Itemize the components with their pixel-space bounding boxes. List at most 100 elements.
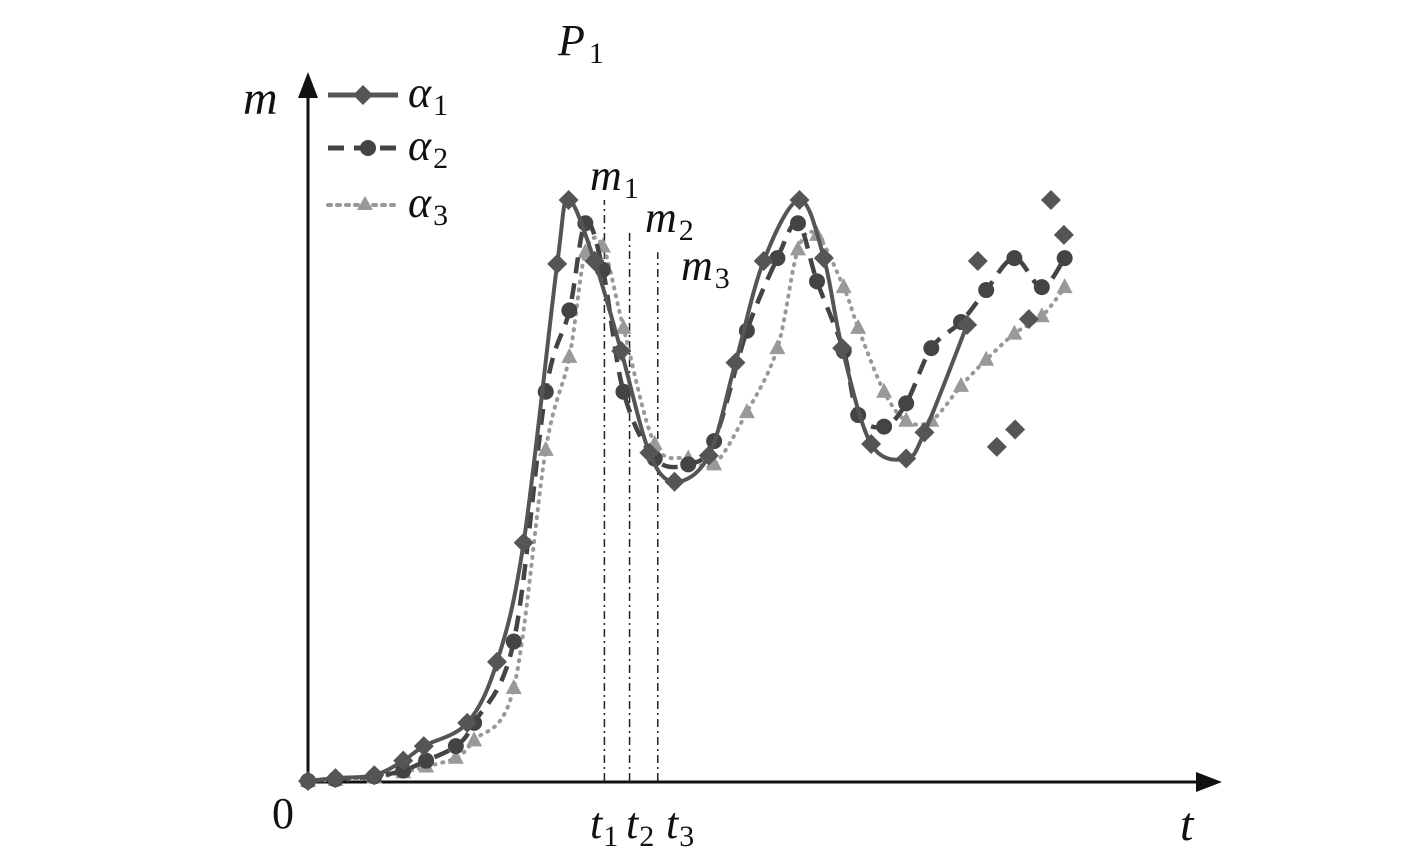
data-point-alpha2 (923, 340, 940, 357)
data-point-alpha1 (325, 768, 346, 789)
data-point-alpha1 (298, 771, 318, 791)
data-point-alpha1 (914, 422, 935, 443)
t-tick-labels: t1 t2 t3 (590, 799, 694, 853)
data-point-alpha3 (835, 278, 852, 294)
data-point-alpha1 (753, 251, 774, 272)
data-point-alpha3 (615, 318, 632, 334)
data-point-alpha2 (1033, 279, 1050, 296)
data-point-alpha2 (978, 282, 995, 299)
peak-labels: m1 m2 m3 (590, 151, 730, 295)
data-point-alpha1 (789, 190, 810, 210)
data-point-alpha1 (1040, 190, 1061, 210)
data-point-alpha2 (505, 633, 522, 650)
data-point-alpha1 (1005, 419, 1026, 440)
peak-label-m2: m2 (645, 193, 694, 247)
data-point-alpha3 (789, 240, 806, 256)
data-point-alpha1 (584, 251, 605, 272)
data-point-alpha3 (505, 679, 522, 695)
data-point-alpha1 (413, 736, 434, 757)
series-line-alpha1 (306, 198, 970, 783)
data-point-alpha1 (861, 434, 882, 455)
peak-label-m3: m3 (681, 241, 730, 295)
data-point-alpha1 (513, 532, 534, 553)
data-point-alpha1 (698, 445, 719, 466)
data-point-alpha2 (769, 250, 786, 267)
data-point-alpha2 (680, 456, 697, 473)
data-point-alpha1 (558, 190, 579, 210)
chart-title-main: P (557, 16, 585, 65)
chart-title-sub: 1 (589, 37, 604, 70)
data-point-alpha1 (967, 251, 988, 272)
data-point-alpha3 (769, 339, 786, 355)
data-point-alpha3 (898, 411, 915, 427)
origin-label: 0 (272, 789, 294, 838)
data-point-alpha3 (850, 318, 867, 334)
tick-label-t2: t2 (626, 799, 654, 853)
data-point-alpha3 (537, 440, 554, 456)
legend-item-alpha1: α1 (328, 68, 448, 122)
data-point-alpha2 (809, 273, 826, 290)
data-point-alpha3 (466, 731, 483, 747)
legend-item-alpha2: α2 (328, 121, 448, 175)
data-point-alpha2 (1056, 250, 1073, 267)
data-point-alpha3 (738, 403, 755, 419)
series-alpha1 (298, 190, 1074, 791)
data-point-alpha2 (1006, 250, 1023, 267)
data-point-alpha2 (447, 738, 464, 755)
data-point-alpha3 (978, 350, 995, 366)
legend-marker-triangle (357, 196, 373, 210)
series-alpha3 (300, 225, 1073, 787)
series-layer (298, 190, 1074, 791)
y-axis-label: m (243, 72, 278, 125)
data-point-alpha1 (832, 338, 853, 359)
data-point-alpha1 (1053, 224, 1074, 245)
data-point-alpha3 (447, 748, 464, 764)
legend-label-alpha3: α3 (408, 178, 448, 232)
tick-label-t1: t1 (590, 799, 618, 853)
data-point-alpha1 (813, 248, 834, 269)
data-point-alpha1 (986, 436, 1007, 457)
data-point-alpha1 (1018, 309, 1039, 330)
legend-label-alpha2: α2 (408, 121, 448, 175)
legend-marker-circle (360, 140, 376, 156)
x-axis-arrow (1196, 772, 1222, 792)
data-point-alpha2 (615, 383, 632, 400)
data-point-alpha2 (898, 395, 915, 412)
x-axis-label: t (1180, 798, 1195, 851)
legend-marker-diamond (353, 85, 373, 105)
data-point-alpha2 (418, 752, 435, 769)
data-point-alpha2 (789, 215, 806, 232)
data-point-alpha3 (561, 347, 578, 363)
data-point-alpha2 (876, 418, 893, 435)
data-point-alpha3 (876, 382, 893, 398)
legend-label-alpha1: α1 (408, 68, 448, 122)
data-point-alpha1 (957, 314, 978, 335)
data-point-alpha3 (1056, 278, 1073, 294)
data-point-alpha1 (664, 471, 685, 492)
peak-guides (603, 200, 659, 781)
legend: α1 α2 α3 (326, 68, 448, 232)
data-point-alpha1 (393, 750, 414, 771)
y-axis-arrow (298, 72, 318, 98)
tick-label-t3: t3 (666, 799, 694, 853)
data-point-alpha1 (364, 765, 385, 786)
data-point-alpha3 (1006, 324, 1023, 340)
data-point-alpha3 (953, 376, 970, 392)
data-point-alpha1 (486, 651, 507, 672)
data-point-alpha1 (725, 352, 746, 373)
data-point-alpha1 (611, 341, 632, 362)
data-point-alpha2 (561, 302, 578, 319)
legend-item-alpha3: α3 (326, 178, 448, 232)
data-point-alpha1 (639, 442, 660, 463)
data-point-alpha1 (896, 448, 917, 469)
data-point-alpha1 (547, 253, 568, 274)
axes (298, 72, 1222, 792)
data-point-alpha1 (457, 712, 478, 733)
data-point-alpha3 (706, 455, 723, 471)
series-line-alpha2 (307, 219, 1067, 784)
peak-label-m1: m1 (590, 151, 639, 205)
series-alpha2 (300, 215, 1073, 789)
data-point-alpha3 (577, 243, 594, 259)
